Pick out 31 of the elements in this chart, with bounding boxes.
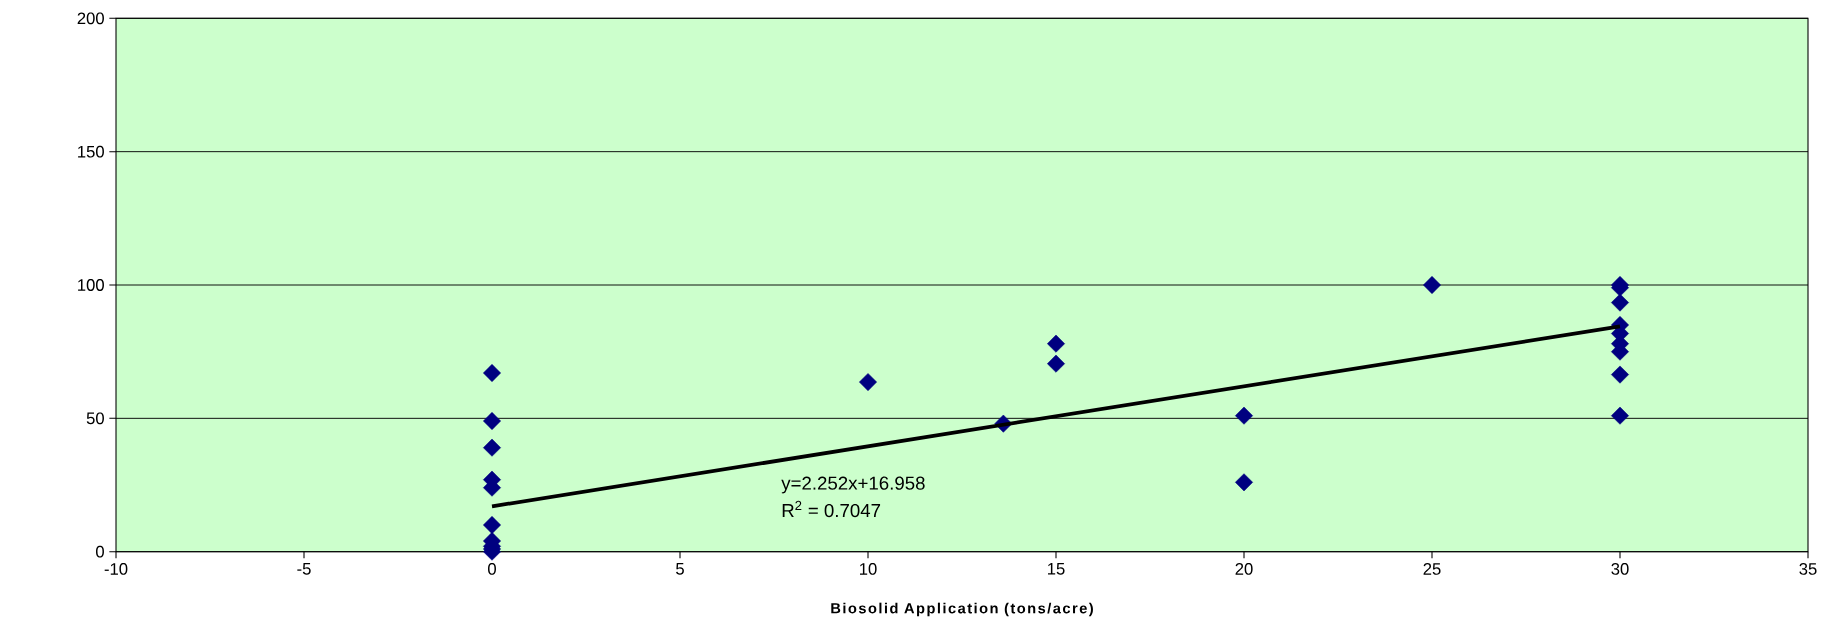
x-tick-label: 0 xyxy=(488,563,496,575)
point xyxy=(1235,473,1253,492)
y-tick-label: 150 xyxy=(78,145,104,158)
point xyxy=(1047,354,1065,373)
x-axis-title: Biosolid Application (tons/acre) xyxy=(831,602,1093,617)
x-tick-label: -10 xyxy=(104,563,128,575)
x-tick-label: 25 xyxy=(1423,563,1441,575)
annotation: R$^{2}$ = 0.7047 xyxy=(782,500,881,518)
point xyxy=(859,373,877,392)
point xyxy=(483,412,501,430)
point xyxy=(1611,406,1629,425)
point xyxy=(1611,365,1629,384)
point xyxy=(483,364,501,382)
point xyxy=(1611,293,1629,312)
y-tick-label: 200 xyxy=(77,12,104,25)
point xyxy=(1235,406,1253,425)
x-tick-label: 35 xyxy=(1799,563,1817,575)
x-tick-label: 30 xyxy=(1611,563,1629,575)
point xyxy=(483,438,501,457)
y-tick-label: 0 xyxy=(96,545,104,558)
point xyxy=(1423,276,1441,294)
point xyxy=(1047,334,1065,353)
x-tick-label: -5 xyxy=(297,563,311,575)
x-tick-label: 20 xyxy=(1235,563,1253,575)
x-tick-label: 5 xyxy=(676,563,684,575)
x-tick-label: 10 xyxy=(860,563,877,575)
y-tick-label: 50 xyxy=(86,412,104,425)
y-tick-label: 100 xyxy=(78,279,104,291)
point xyxy=(483,516,501,534)
annotation: y=2.252x+16.958 xyxy=(781,476,925,494)
x-tick-label: 15 xyxy=(1048,563,1065,575)
